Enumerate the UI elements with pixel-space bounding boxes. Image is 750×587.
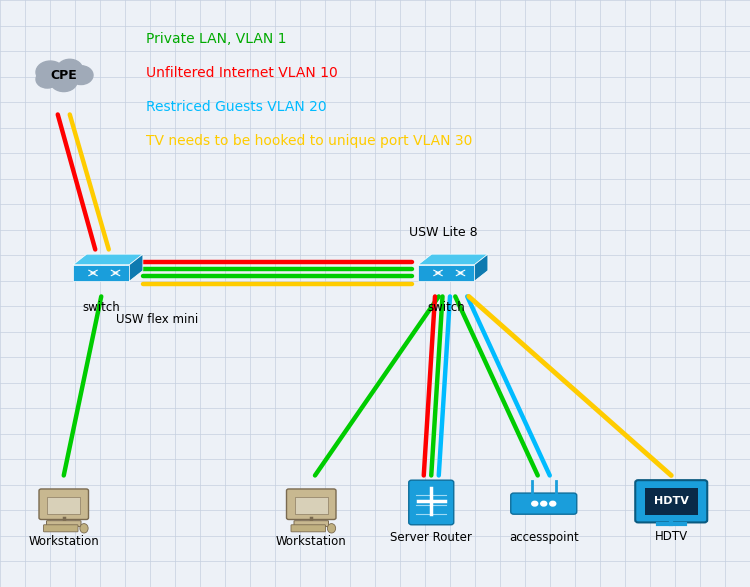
Text: Server Router: Server Router — [390, 531, 472, 544]
Text: Restriced Guests VLAN 20: Restriced Guests VLAN 20 — [146, 100, 327, 114]
Ellipse shape — [80, 524, 88, 533]
Text: HDTV: HDTV — [654, 496, 688, 507]
FancyBboxPatch shape — [409, 480, 454, 525]
FancyBboxPatch shape — [46, 521, 81, 527]
Text: Workstation: Workstation — [28, 535, 99, 548]
Circle shape — [69, 66, 93, 85]
Polygon shape — [419, 254, 488, 265]
Text: switch: switch — [82, 301, 120, 314]
Text: accesspoint: accesspoint — [509, 531, 579, 544]
FancyBboxPatch shape — [39, 489, 88, 519]
FancyBboxPatch shape — [47, 497, 80, 514]
Circle shape — [36, 70, 58, 88]
FancyBboxPatch shape — [44, 525, 78, 532]
Ellipse shape — [327, 524, 336, 533]
Circle shape — [532, 501, 538, 506]
FancyBboxPatch shape — [294, 521, 328, 527]
Text: Unfiltered Internet VLAN 10: Unfiltered Internet VLAN 10 — [146, 66, 338, 80]
Text: HDTV: HDTV — [655, 530, 688, 543]
Text: USW Lite 8: USW Lite 8 — [409, 226, 477, 239]
Polygon shape — [74, 265, 129, 281]
FancyBboxPatch shape — [645, 488, 698, 515]
Circle shape — [36, 61, 64, 83]
Text: switch: switch — [427, 301, 465, 314]
Circle shape — [50, 70, 77, 92]
FancyBboxPatch shape — [286, 489, 336, 519]
Polygon shape — [419, 265, 474, 281]
FancyBboxPatch shape — [635, 480, 707, 522]
FancyBboxPatch shape — [295, 497, 328, 514]
Polygon shape — [74, 254, 142, 265]
Polygon shape — [474, 254, 488, 281]
Text: CPE: CPE — [50, 69, 77, 82]
FancyBboxPatch shape — [511, 493, 577, 514]
Text: USW flex mini: USW flex mini — [116, 313, 199, 326]
Circle shape — [57, 59, 82, 79]
Circle shape — [541, 501, 547, 506]
FancyBboxPatch shape — [291, 525, 326, 532]
Polygon shape — [129, 254, 142, 281]
Text: TV needs to be hooked to unique port VLAN 30: TV needs to be hooked to unique port VLA… — [146, 134, 472, 149]
Text: Private LAN, VLAN 1: Private LAN, VLAN 1 — [146, 32, 286, 46]
Text: Workstation: Workstation — [276, 535, 346, 548]
Circle shape — [550, 501, 556, 506]
